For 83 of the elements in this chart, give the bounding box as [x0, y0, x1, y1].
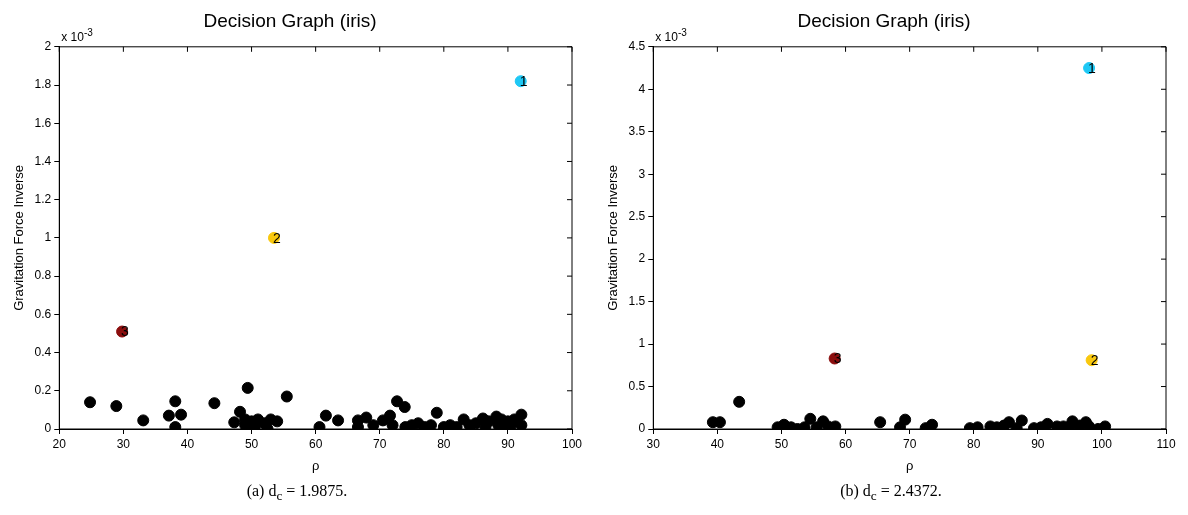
annotation: 2	[272, 229, 281, 246]
annotation: 2	[1090, 352, 1099, 369]
text: x 10$^{-3}$	[61, 26, 93, 44]
x-tick-label: 30	[646, 436, 661, 451]
x-tick-label: 100	[1091, 436, 1113, 451]
x-tick-label: 70	[373, 436, 387, 451]
y-tick-label: 2.5	[628, 208, 646, 223]
point	[110, 400, 123, 413]
x-tick-label: 40	[710, 436, 725, 451]
y-tick-label: 2	[638, 251, 646, 266]
x-tick-label: 40	[180, 436, 195, 451]
x-tick-label: 70	[902, 436, 917, 451]
x-tick-label: 80	[967, 436, 981, 451]
y-tick-label: 1.6	[34, 115, 52, 130]
text: (a) d$_{c}$ = 1.9875.	[245, 482, 349, 505]
point	[360, 411, 373, 424]
point	[386, 419, 399, 429]
x-tick-label: 60	[308, 436, 323, 451]
y-tick-label: 1.8	[34, 77, 52, 92]
y-tick-label: 1	[638, 336, 646, 351]
point	[874, 416, 887, 429]
chart-title: Decision Graph (iris)	[203, 9, 377, 31]
y-tick-label: 4	[638, 81, 646, 96]
x-tick-label: 80	[437, 436, 451, 451]
point	[398, 401, 411, 414]
point	[208, 397, 221, 410]
point	[137, 414, 150, 427]
point	[175, 408, 188, 421]
point	[1015, 414, 1028, 427]
y-tick-label: 1.2	[34, 191, 52, 206]
y-tick-label: 1	[44, 230, 52, 245]
text: x 10$^{-3}$	[655, 26, 687, 44]
x-tick-label: 50	[244, 436, 259, 451]
point	[280, 390, 293, 403]
point	[319, 409, 332, 422]
text: (b) d$_{c}$ = 2.4372.	[839, 482, 943, 505]
x-tick-label: 90	[501, 436, 515, 451]
point	[425, 419, 437, 429]
x-tick-label: 100	[561, 436, 583, 451]
x-tick-label: 60	[838, 436, 853, 451]
point	[1002, 416, 1015, 429]
annotation: 1	[519, 73, 528, 90]
point	[515, 419, 528, 429]
y-tick-label: 0	[44, 421, 52, 436]
y-axis-title: Gravitation Force Inverse	[11, 164, 27, 311]
point	[169, 395, 182, 408]
y-tick-label: 0.5	[628, 378, 646, 393]
point	[228, 416, 241, 429]
x-axis-title: ρ	[905, 457, 914, 473]
y-axis-title: Gravitation Force Inverse	[605, 164, 621, 311]
point	[241, 381, 254, 394]
chart-title: Decision Graph (iris)	[797, 9, 971, 31]
y-tick-label: 1.5	[628, 293, 646, 308]
x-tick-label: 90	[1031, 436, 1045, 451]
point	[84, 396, 97, 409]
y-tick-label: 2	[44, 39, 52, 54]
point	[332, 414, 345, 427]
point	[162, 409, 175, 422]
y-tick-label: 0.2	[34, 383, 52, 398]
x-tick-label: 30	[116, 436, 131, 451]
y-tick-label: 0.6	[34, 306, 52, 321]
y-tick-label: 0	[638, 421, 646, 436]
point	[271, 415, 284, 428]
x-axis-title: ρ	[311, 457, 320, 473]
point	[899, 413, 912, 426]
y-tick-label: 3	[638, 166, 646, 181]
y-tick-label: 1.4	[34, 153, 52, 168]
annotation: 3	[121, 323, 130, 340]
point	[515, 408, 528, 421]
point	[430, 406, 443, 419]
x-tick-label: 110	[1156, 436, 1176, 451]
point	[367, 419, 380, 429]
annotation: 1	[1088, 59, 1097, 76]
y-tick-label: 4.5	[628, 39, 646, 54]
y-tick-label: 0.8	[34, 268, 52, 283]
point	[733, 395, 746, 408]
point	[383, 409, 396, 422]
point	[926, 418, 939, 429]
x-tick-label: 20	[52, 436, 67, 451]
x-tick-label: 50	[774, 436, 789, 451]
y-tick-label: 3.5	[628, 124, 646, 139]
y-tick-label: 0.4	[34, 344, 52, 359]
point	[804, 412, 817, 425]
